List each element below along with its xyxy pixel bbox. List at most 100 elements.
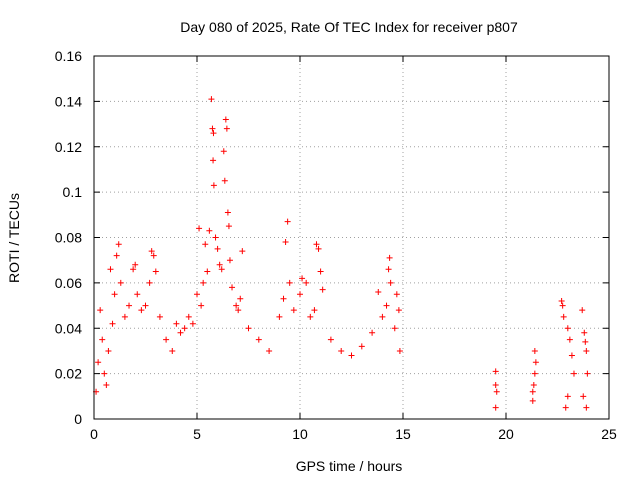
data-point — [130, 266, 137, 273]
data-point — [222, 116, 229, 123]
data-point — [185, 313, 192, 320]
data-point — [375, 288, 382, 295]
data-point — [218, 266, 225, 273]
data-point — [282, 239, 289, 246]
data-point — [97, 307, 104, 314]
data-point — [109, 320, 116, 327]
data-point — [560, 313, 567, 320]
data-point — [315, 245, 322, 252]
data-point — [121, 313, 128, 320]
data-point — [235, 307, 242, 314]
data-point — [570, 370, 577, 377]
data-point — [395, 307, 402, 314]
data-point — [204, 268, 211, 275]
data-point — [152, 268, 159, 275]
x-tick-labels: 0 5 10 15 20 25 — [90, 426, 617, 442]
data-point — [202, 241, 209, 248]
data-point — [115, 241, 122, 248]
data-point — [223, 125, 230, 132]
x-tick-label: 5 — [193, 426, 201, 442]
data-point — [583, 347, 590, 354]
data-point — [156, 313, 163, 320]
data-point — [391, 325, 398, 332]
y-tick-label: 0.1 — [63, 184, 83, 200]
data-point — [493, 388, 500, 395]
data-point — [225, 223, 232, 230]
data-point — [142, 302, 149, 309]
x-axis-title: GPS time / hours — [296, 458, 403, 474]
data-point — [146, 279, 153, 286]
y-tick-label: 0.16 — [55, 48, 82, 64]
data-point — [396, 347, 403, 354]
data-point — [206, 227, 213, 234]
data-point — [358, 343, 365, 350]
data-point — [286, 279, 293, 286]
data-point — [208, 96, 215, 103]
data-point — [220, 148, 227, 155]
data-point — [319, 286, 326, 293]
data-point — [327, 336, 334, 343]
data-point — [284, 218, 291, 225]
data-point — [209, 125, 216, 132]
data-point — [237, 295, 244, 302]
data-point — [177, 329, 184, 336]
data-point — [348, 352, 355, 359]
data-point — [385, 266, 392, 273]
data-point — [297, 291, 303, 298]
data-point — [181, 325, 188, 332]
data-point — [369, 329, 376, 336]
y-tick-label: 0.08 — [55, 230, 82, 246]
y-tick-label: 0.06 — [55, 275, 82, 291]
plot-frame — [93, 55, 610, 420]
x-tick-label: 0 — [90, 426, 98, 442]
x-tick-label: 10 — [292, 426, 308, 442]
data-point — [194, 291, 200, 298]
data-point — [173, 320, 180, 327]
data-point — [579, 307, 586, 314]
data-point — [224, 209, 231, 216]
data-point — [196, 225, 203, 232]
data-point — [107, 266, 114, 273]
data-point — [303, 279, 310, 286]
data-point — [531, 347, 538, 354]
data-point — [101, 370, 108, 377]
data-point — [584, 370, 591, 377]
data-point — [210, 157, 217, 164]
data-point — [210, 182, 217, 189]
data-point — [386, 254, 393, 261]
data-point — [126, 302, 133, 309]
data-point — [99, 336, 106, 343]
data-point — [103, 381, 110, 388]
data-point — [492, 404, 499, 411]
data-point — [210, 130, 217, 137]
scatter-points — [93, 96, 591, 411]
data-point — [138, 307, 145, 314]
data-point — [226, 257, 233, 264]
data-point — [200, 279, 207, 286]
data-point — [148, 248, 155, 255]
data-point — [266, 347, 273, 354]
data-point — [582, 338, 589, 345]
data-point — [338, 347, 345, 354]
grid-lines — [94, 56, 609, 419]
data-point — [95, 359, 102, 366]
data-point — [383, 302, 390, 309]
data-point — [566, 336, 573, 343]
data-point — [117, 279, 124, 286]
data-point — [532, 359, 539, 366]
data-point — [245, 325, 252, 332]
data-point — [134, 291, 141, 298]
data-point — [564, 393, 571, 400]
data-point — [492, 368, 499, 375]
data-point — [113, 252, 120, 259]
data-point — [255, 336, 262, 343]
data-point — [198, 302, 205, 309]
data-point — [568, 352, 575, 359]
data-point — [212, 234, 219, 241]
data-point — [393, 291, 400, 298]
axis-ticks — [93, 55, 610, 420]
data-point — [290, 307, 297, 314]
data-point — [216, 261, 223, 268]
data-point — [564, 325, 571, 332]
